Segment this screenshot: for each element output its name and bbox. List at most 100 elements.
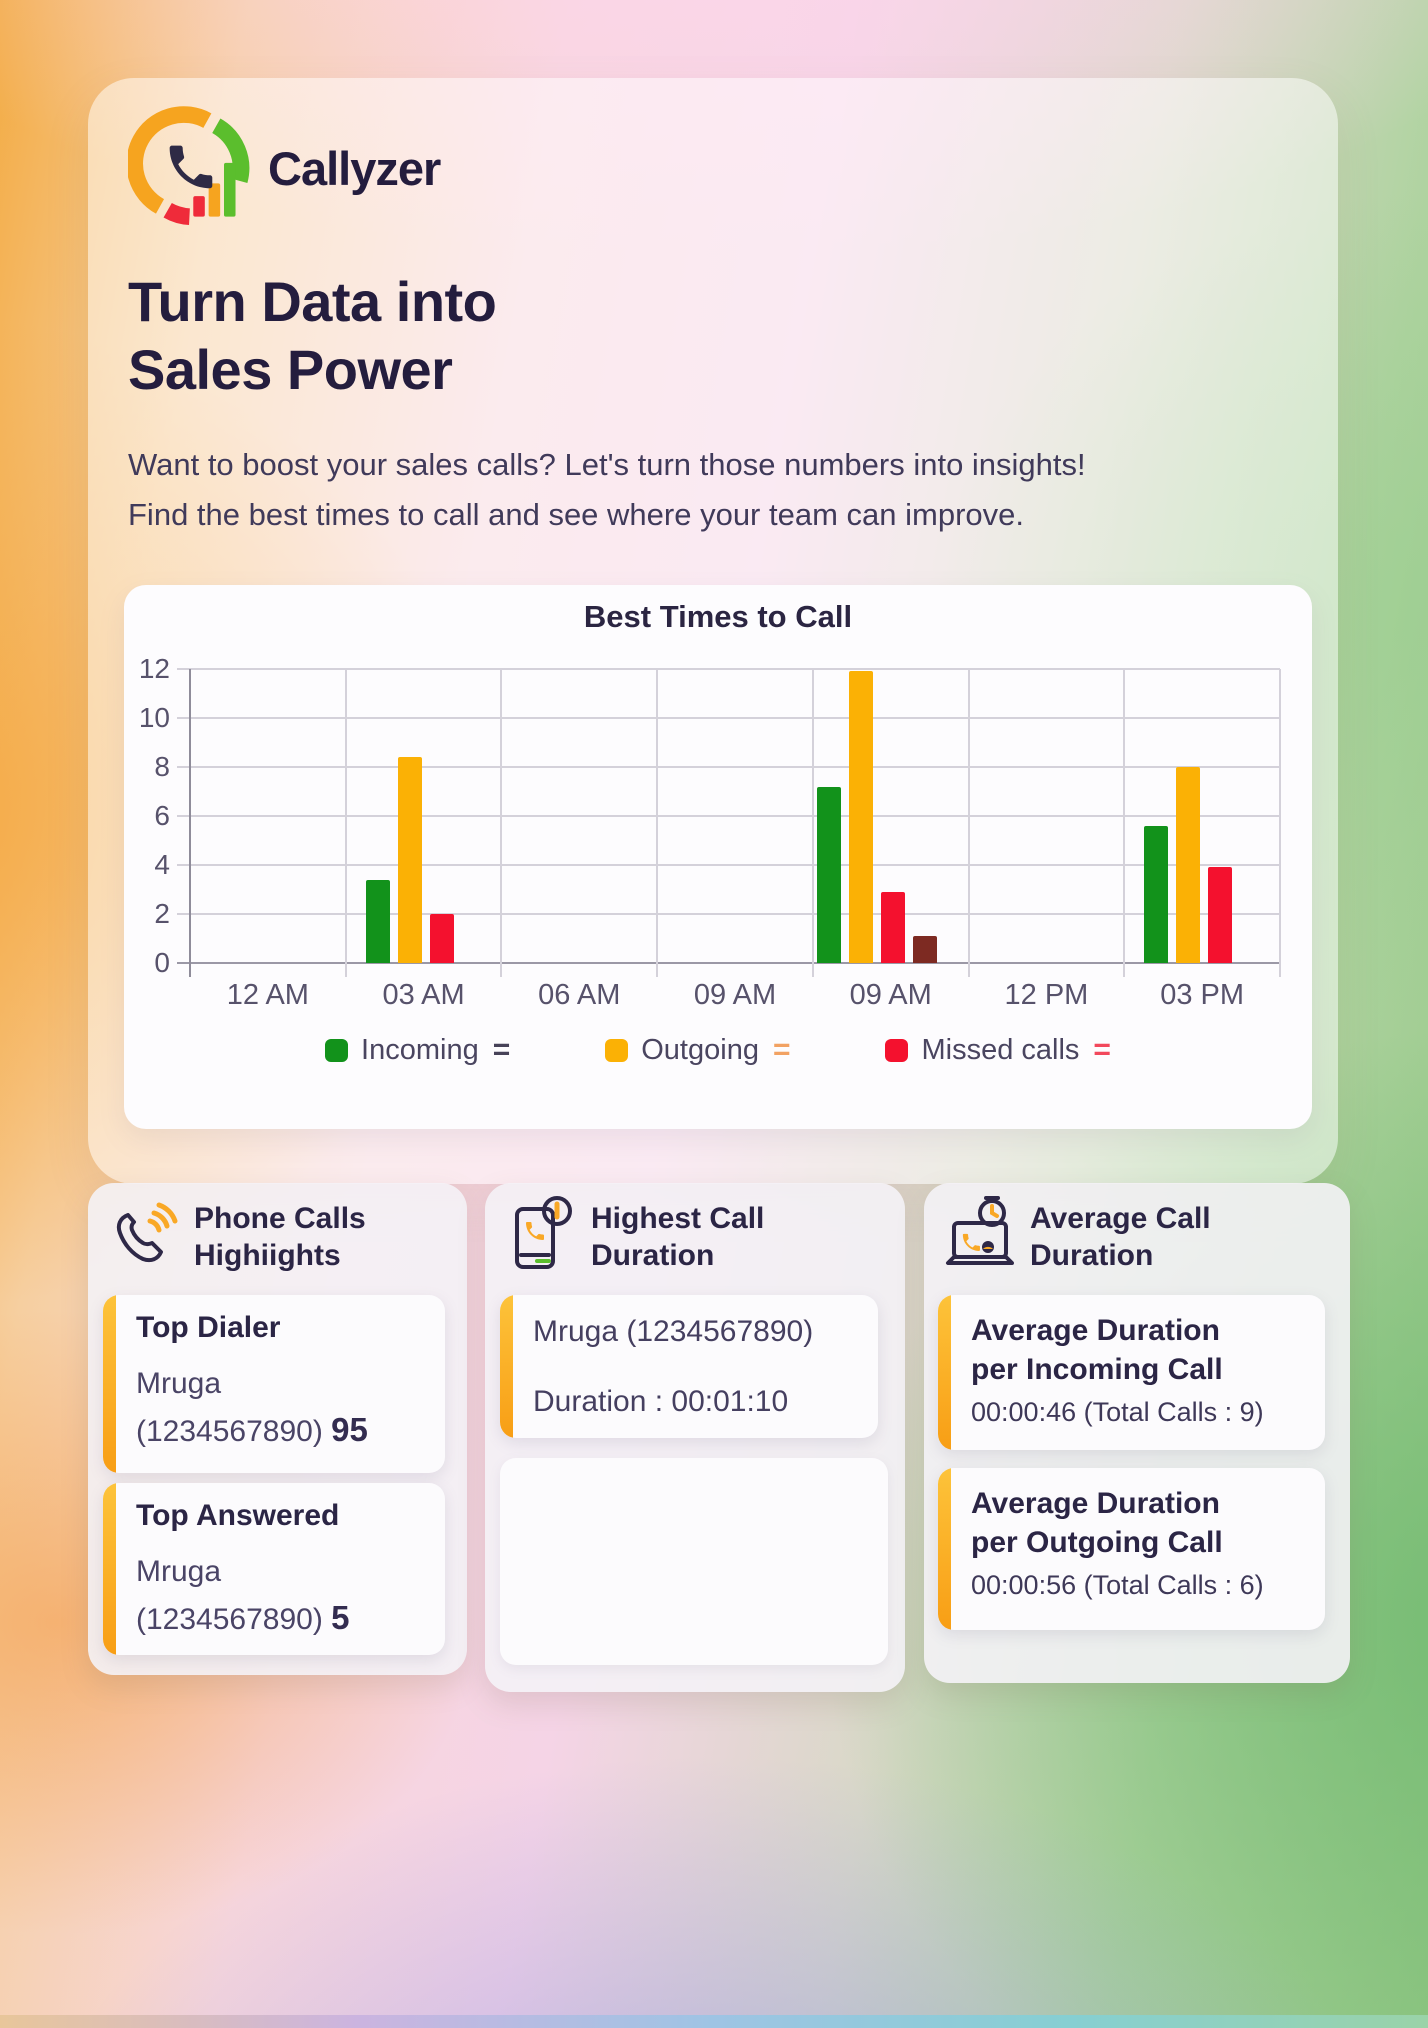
top-answered-label: Top Answered xyxy=(136,1499,340,1532)
x-axis-label: 03 AM xyxy=(382,979,465,1011)
card-title: Phone Calls Highiights xyxy=(194,1201,366,1274)
bar-outgoing xyxy=(1176,767,1201,963)
call-count: 5 xyxy=(331,1599,350,1636)
y-axis-tick-2: 2 xyxy=(154,898,170,929)
gridline-y-2 xyxy=(177,913,1280,915)
accent-bar xyxy=(938,1295,951,1450)
avg-incoming-label: Average Duration per Incoming Call xyxy=(971,1311,1307,1389)
y-axis-tick-8: 8 xyxy=(154,751,170,782)
accent-bar xyxy=(103,1483,116,1655)
y-axis-tick-6: 6 xyxy=(154,800,170,831)
avg-incoming-label-line2: per Incoming Call xyxy=(971,1353,1223,1386)
card-title: Average Call Duration xyxy=(1030,1201,1211,1274)
gridline-y-8 xyxy=(177,766,1280,768)
legend-swatch xyxy=(325,1038,349,1062)
legend-item-incoming: Incoming = xyxy=(325,1033,510,1067)
y-axis-tick-0: 0 xyxy=(154,947,170,978)
card-title-line2: Duration xyxy=(591,1239,715,1272)
top-dialer-name: Mruga xyxy=(136,1367,222,1400)
legend-swatch xyxy=(605,1038,629,1062)
gridline-y-10 xyxy=(177,717,1280,719)
bar-unlabeled-series xyxy=(912,936,937,963)
call-count: 95 xyxy=(331,1411,368,1448)
page-title-line1: Turn Data into xyxy=(128,270,497,333)
plot-area: 0 2 4 6 8 10 12 12 AM 03 AM 06 AM 09 AM 09 AM 12 PM 0… xyxy=(139,653,1281,1011)
accent-bar xyxy=(500,1295,513,1438)
average-call-duration-card: Average Call Duration Average Duration p… xyxy=(924,1183,1350,1683)
chart-panel: Best Times to Call 0 2 4 6 8 10 12 12 AM 03 AM 06… xyxy=(124,585,1312,1129)
legend-swatch xyxy=(885,1038,909,1062)
legend-equals-sign: = xyxy=(772,1033,791,1066)
gridline-y-6 xyxy=(177,815,1280,817)
gridline-x-6 xyxy=(1123,669,1126,977)
card-header: Highest Call Duration xyxy=(503,1195,764,1281)
top-dialer-subcard: Top Dialer Mruga (1234567890) 95 xyxy=(103,1295,445,1473)
x-axis-label: 09 AM xyxy=(849,979,932,1011)
brand-name: Callyzer xyxy=(268,141,441,195)
card-title-line1: Phone Calls xyxy=(194,1202,366,1236)
avg-outgoing-label-line1: Average Duration xyxy=(971,1487,1220,1520)
page-title-line2: Sales Power xyxy=(128,338,453,402)
page-subtitle: Want to boost your sales calls? Let's tu… xyxy=(128,440,1086,540)
phone-number: (1234567890) xyxy=(136,1603,323,1636)
legend-item-missed-calls: Missed calls = xyxy=(885,1033,1111,1067)
legend-item-outgoing: Outgoing = xyxy=(605,1033,790,1067)
y-axis-tick-10: 10 xyxy=(138,702,170,733)
page-subtitle-line2: Find the best times to call and see wher… xyxy=(128,497,1024,533)
gridline-y-12 xyxy=(177,668,1280,670)
card-title-line2: Highiights xyxy=(194,1239,341,1272)
x-axis-label: 03 PM xyxy=(1160,979,1245,1011)
card-title: Highest Call Duration xyxy=(591,1201,764,1274)
bar-missed-calls xyxy=(880,891,905,963)
empty-subcard xyxy=(500,1458,888,1665)
avg-outgoing-label: Average Duration per Outgoing Call xyxy=(971,1484,1307,1562)
y-axis-tick-4: 4 xyxy=(154,849,170,880)
avg-outgoing-value: 00:00:56 (Total Calls : 6) xyxy=(971,1570,1264,1600)
avg-outgoing-subcard: Average Duration per Outgoing Call 00:00… xyxy=(938,1468,1325,1630)
chart-legend: Incoming = Outgoing = Missed calls = xyxy=(124,1033,1312,1067)
legend-equals-sign: = xyxy=(492,1033,511,1066)
top-answered-name: Mruga xyxy=(136,1555,222,1588)
callyzer-logo-icon xyxy=(128,106,250,225)
bar-incoming xyxy=(1144,825,1169,963)
avg-incoming-label-line1: Average Duration xyxy=(971,1314,1220,1347)
page-title: Turn Data into Sales Power xyxy=(128,268,497,405)
avg-outgoing-label-line2: per Outgoing Call xyxy=(971,1526,1223,1559)
phone-clock-icon xyxy=(515,1196,572,1269)
bar-incoming xyxy=(365,879,390,963)
top-dialer-label: Top Dialer xyxy=(136,1311,281,1344)
page-subtitle-line1: Want to boost your sales calls? Let's tu… xyxy=(128,447,1086,482)
x-axis-label: 12 AM xyxy=(226,979,309,1011)
highest-duration-subcard: Mruga (1234567890) Duration : 00:01:10 xyxy=(500,1295,878,1438)
bar-missed-calls xyxy=(429,914,454,963)
x-axis-label: 06 AM xyxy=(538,979,621,1011)
legend-equals-sign: = xyxy=(1093,1033,1111,1066)
bar-outgoing xyxy=(397,757,422,963)
top-answered-subcard: Top Answered Mruga (1234567890) 5 xyxy=(103,1483,445,1655)
gridline-x-5 xyxy=(967,669,970,977)
gridline-x-7 xyxy=(1279,669,1281,977)
gridline-x-3 xyxy=(656,669,659,977)
gridline-x-1 xyxy=(344,669,347,977)
logo: Callyzer xyxy=(128,103,441,233)
card-title-line1: Highest Call xyxy=(591,1202,765,1236)
legend-label: Missed calls xyxy=(921,1033,1080,1066)
bar-outgoing xyxy=(848,671,873,963)
card-header: Average Call Duration xyxy=(942,1195,1211,1281)
laptop-stopwatch-icon xyxy=(946,1196,1014,1265)
highest-duration-contact: Mruga (1234567890) xyxy=(533,1315,814,1348)
card-header: Phone Calls Highiights xyxy=(106,1195,366,1281)
top-answered-number: (1234567890) 5 xyxy=(136,1599,427,1637)
legend-label: Outgoing xyxy=(641,1033,759,1066)
highest-duration-value: Duration : 00:01:10 xyxy=(533,1385,789,1418)
card-title-line1: Average Call xyxy=(1030,1202,1211,1236)
bar-incoming xyxy=(816,786,841,963)
chart-title: Best Times to Call xyxy=(583,599,853,634)
top-dialer-number: (1234567890) 95 xyxy=(136,1411,427,1449)
gridline-y-0 xyxy=(177,962,1280,964)
bar-missed-calls xyxy=(1208,867,1233,963)
card-title-line2: Duration xyxy=(1030,1239,1154,1272)
accent-bar xyxy=(938,1468,951,1630)
accent-bar xyxy=(103,1295,116,1473)
